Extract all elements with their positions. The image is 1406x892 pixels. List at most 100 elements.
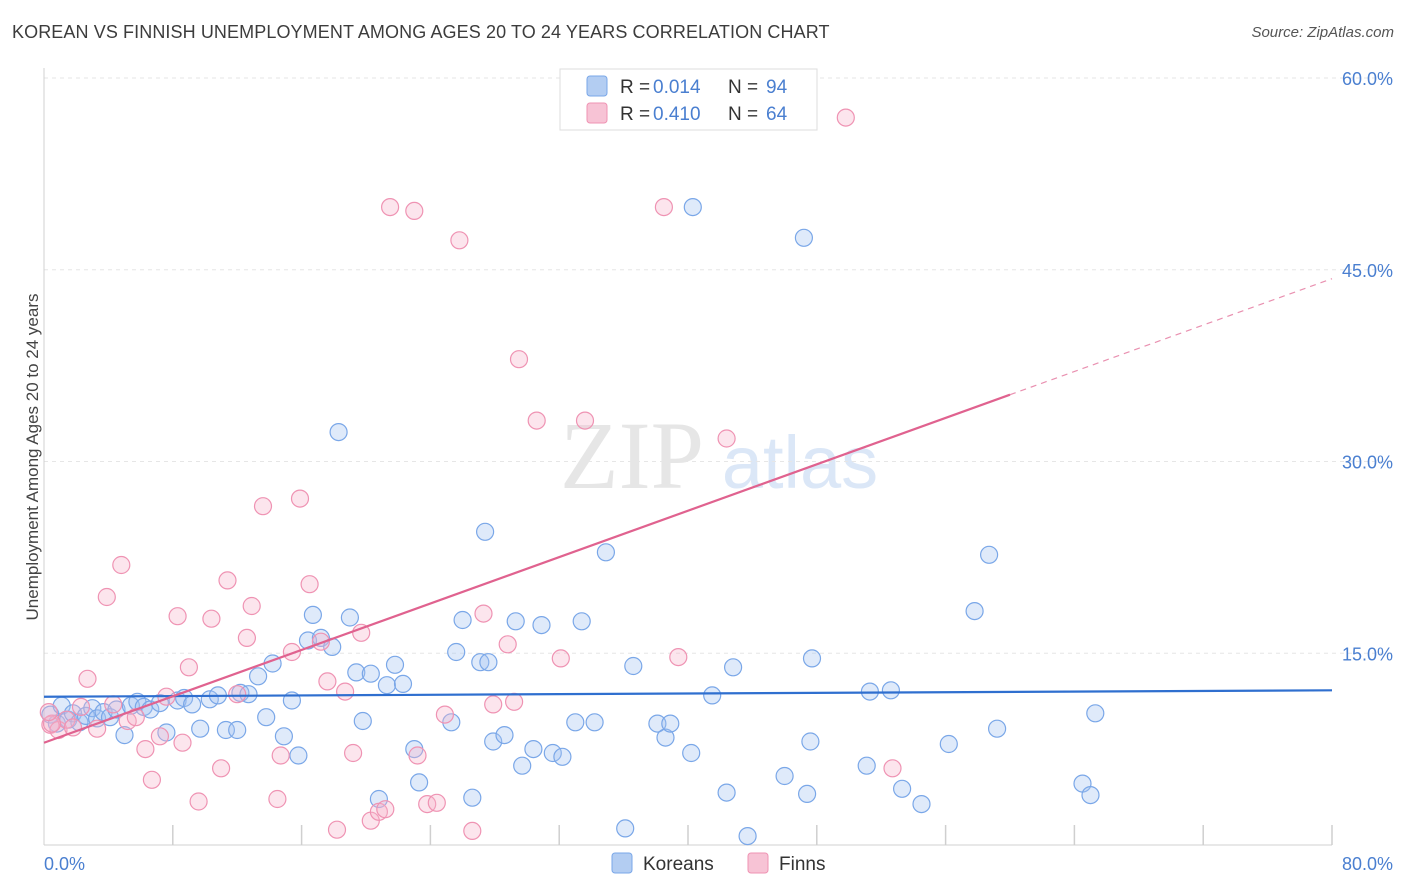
finns-point-40 xyxy=(376,800,395,819)
finns-point-54 xyxy=(527,411,546,430)
koreans-point-70 xyxy=(624,656,643,676)
finns-point-33 xyxy=(318,672,337,691)
koreans-point-82 xyxy=(801,732,820,751)
koreans-point-88 xyxy=(892,779,912,798)
koreans-point-92 xyxy=(979,545,999,564)
finns-point-56 xyxy=(575,411,595,430)
koreans-point-63 xyxy=(543,743,562,763)
finns-point-13 xyxy=(142,770,161,789)
trend-line-koreans xyxy=(43,689,1333,698)
koreans-point-68 xyxy=(596,543,616,562)
y-tick-label-3: 60.0% xyxy=(1342,69,1393,89)
watermark: ZIP atlas xyxy=(560,402,878,509)
legend-r-value-finns: 0.410 xyxy=(653,104,701,125)
legend-box: R = 0.014 N = 94 R = 0.410 N = 64 xyxy=(559,68,818,131)
finns-point-8 xyxy=(104,695,123,714)
finns-point-62 xyxy=(42,714,62,733)
chart-title: KOREAN VS FINNISH UNEMPLOYMENT AMONG AGE… xyxy=(12,22,830,42)
finns-point-47 xyxy=(450,231,469,250)
bottom-legend-label-finns: Finns xyxy=(779,854,825,875)
koreans-point-51 xyxy=(447,642,466,662)
finns-point-19 xyxy=(189,792,208,811)
legend-n-label-koreans: N = xyxy=(728,77,758,98)
finns-point-24 xyxy=(237,628,256,648)
chart-source: Source: ZipAtlas.com xyxy=(1251,24,1394,41)
finns-point-7 xyxy=(97,587,116,607)
finns-point-57 xyxy=(654,198,674,217)
finns-point-25 xyxy=(242,596,261,616)
koreans-point-42 xyxy=(353,711,372,731)
finns-point-45 xyxy=(427,793,446,812)
koreans-point-12 xyxy=(115,725,134,745)
koreans-point-29 xyxy=(249,667,268,686)
koreans-point-91 xyxy=(965,601,984,621)
koreans-point-32 xyxy=(274,727,293,746)
finns-point-59 xyxy=(717,429,736,448)
legend-n-value-finns: 64 xyxy=(766,104,788,125)
finns-point-22 xyxy=(218,571,237,590)
koreans-point-79 xyxy=(738,826,757,846)
koreans-point-53 xyxy=(463,788,482,807)
koreans-point-41 xyxy=(347,663,366,682)
y-tick-labels: 15.0% 30.0% 45.0% 60.0% xyxy=(1342,69,1393,664)
koreans-point-67 xyxy=(585,713,604,732)
finns-point-42 xyxy=(405,201,424,220)
koreans-point-96 xyxy=(1086,704,1105,723)
koreans-point-75 xyxy=(683,198,702,217)
finns-point-50 xyxy=(484,695,503,714)
koreans-point-65 xyxy=(566,713,585,732)
finns-point-52 xyxy=(504,692,524,711)
koreans-point-30 xyxy=(257,708,276,727)
finns-point-34 xyxy=(327,820,347,839)
finns-point-46 xyxy=(435,705,454,724)
finns-point-20 xyxy=(202,609,221,628)
koreans-point-55 xyxy=(479,653,498,672)
bottom-legend-label-koreans: Koreans xyxy=(643,854,714,875)
koreans-point-66 xyxy=(572,612,591,631)
series-koreans xyxy=(41,198,1105,846)
koreans-point-90 xyxy=(939,734,958,754)
finns-point-12 xyxy=(136,739,155,759)
koreans-point-46 xyxy=(385,655,405,674)
koreans-point-76 xyxy=(703,686,722,705)
finns-point-16 xyxy=(168,607,187,626)
finns-point-37 xyxy=(352,623,371,642)
koreans-point-44 xyxy=(369,789,388,809)
koreans-point-61 xyxy=(524,739,543,759)
finns-point-55 xyxy=(551,649,570,668)
finns-point-43 xyxy=(408,746,427,765)
koreans-point-52 xyxy=(453,610,472,630)
finns-point-21 xyxy=(212,759,231,778)
koreans-point-21 xyxy=(183,695,202,714)
koreans-point-62 xyxy=(532,615,551,635)
koreans-point-84 xyxy=(794,228,814,247)
x-tick-labels: 0.0% 80.0% xyxy=(44,854,1393,874)
finns-point-17 xyxy=(173,733,192,752)
koreans-point-77 xyxy=(717,783,736,802)
finns-point-51 xyxy=(498,635,517,654)
finns-point-61 xyxy=(883,759,902,778)
finns-point-35 xyxy=(336,682,355,701)
koreans-point-11 xyxy=(107,700,126,719)
bottom-legend-swatch-finns xyxy=(747,852,769,874)
koreans-point-74 xyxy=(682,743,701,763)
finns-point-49 xyxy=(474,604,493,623)
finns-point-29 xyxy=(282,642,301,662)
finns-point-4 xyxy=(71,697,91,717)
finns-point-44 xyxy=(418,794,437,814)
finns-point-27 xyxy=(268,789,287,809)
y-axis-label: Unemployment Among Ages 20 to 24 years xyxy=(23,294,42,621)
x-tick-label-min: 0.0% xyxy=(44,854,85,874)
koreans-point-36 xyxy=(303,605,322,625)
koreans-point-73 xyxy=(661,714,680,733)
finns-point-53 xyxy=(509,350,529,369)
trend-line-finns xyxy=(43,393,1011,744)
legend-n-value-koreans: 94 xyxy=(766,77,788,98)
grid xyxy=(44,77,1393,654)
koreans-point-56 xyxy=(476,522,495,541)
x-tick-marks xyxy=(172,825,1333,845)
finns-point-5 xyxy=(78,669,97,688)
koreans-point-39 xyxy=(329,423,348,442)
legend-swatch-koreans xyxy=(586,75,608,97)
legend-n-label-finns: N = xyxy=(728,104,758,125)
